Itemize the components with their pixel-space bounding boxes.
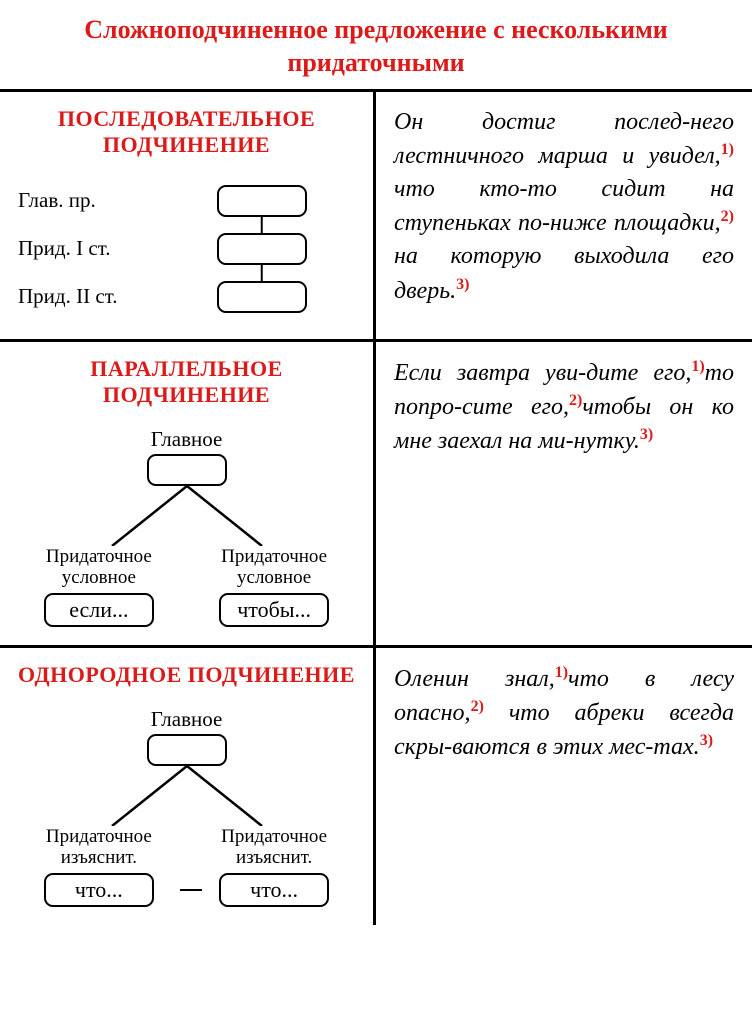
page-title: Сложноподчиненное предложение с нескольк… [0,0,752,89]
cell-diagram: ОДНОРОДНОЕ ПОДЧИНЕНИЕ Главное Придаточно… [0,648,376,925]
clause-box [217,233,307,265]
section-heading: ПАРАЛЛЕЛЬНОЕ ПОДЧИНЕНИЕ [18,356,355,409]
tree-diagram: Главное Придаточное условное если... При… [18,427,355,628]
tree-connectors [57,486,317,546]
root-label: Главное [151,707,223,732]
tree-connectors [57,766,317,826]
root-box [147,454,227,486]
section-heading: ОДНОРОДНОЕ ПОДЧИНЕНИЕ [18,662,355,688]
level-label: Прид. II ст. [18,284,168,309]
cell-diagram: ПАРАЛЛЕЛЬНОЕ ПОДЧИНЕНИЕ Главное Придаточ… [0,342,376,645]
root-box [147,734,227,766]
child-label: Придаточное изъяснит. [193,826,355,870]
row-parallel: ПАРАЛЛЕЛЬНОЕ ПОДЧИНЕНИЕ Главное Придаточ… [0,339,752,645]
cell-diagram: ПОСЛЕДОВАТЕЛЬНОЕ ПОДЧИНЕНИЕ Глав. пр. Пр… [0,92,376,339]
content-table: ПОСЛЕДОВАТЕЛЬНОЕ ПОДЧИНЕНИЕ Глав. пр. Пр… [0,89,752,925]
child-box: что... [44,873,154,907]
cell-example: Он достиг послед-него лестничного марша … [376,92,752,339]
sibling-connector [180,889,202,892]
clause-box [217,281,307,313]
child-box: если... [44,593,154,627]
row-sequential: ПОСЛЕДОВАТЕЛЬНОЕ ПОДЧИНЕНИЕ Глав. пр. Пр… [0,89,752,339]
section-heading: ПОСЛЕДОВАТЕЛЬНОЕ ПОДЧИНЕНИЕ [18,106,355,159]
child-label: Придаточное условное [18,546,180,590]
cell-example: Оленин знал,1)что в лесу опасно,2) что а… [376,648,752,925]
row-homogeneous: ОДНОРОДНОЕ ПОДЧИНЕНИЕ Главное Придаточно… [0,645,752,925]
cell-example: Если завтра уви-дите его,1)то попро-сите… [376,342,752,645]
child-box: чтобы... [219,593,329,627]
child-label: Придаточное условное [193,546,355,590]
child-box: что... [219,873,329,907]
level-label: Глав. пр. [18,188,168,213]
clause-box [217,185,307,217]
root-label: Главное [151,427,223,452]
child-label: Придаточное изъяснит. [18,826,180,870]
level-label: Прид. I ст. [18,236,168,261]
tree-diagram: Главное Придаточное изъяснит. что... При… [18,707,355,908]
sequential-diagram: Глав. пр. Прид. I ст. Прид. II ст. [18,177,355,321]
